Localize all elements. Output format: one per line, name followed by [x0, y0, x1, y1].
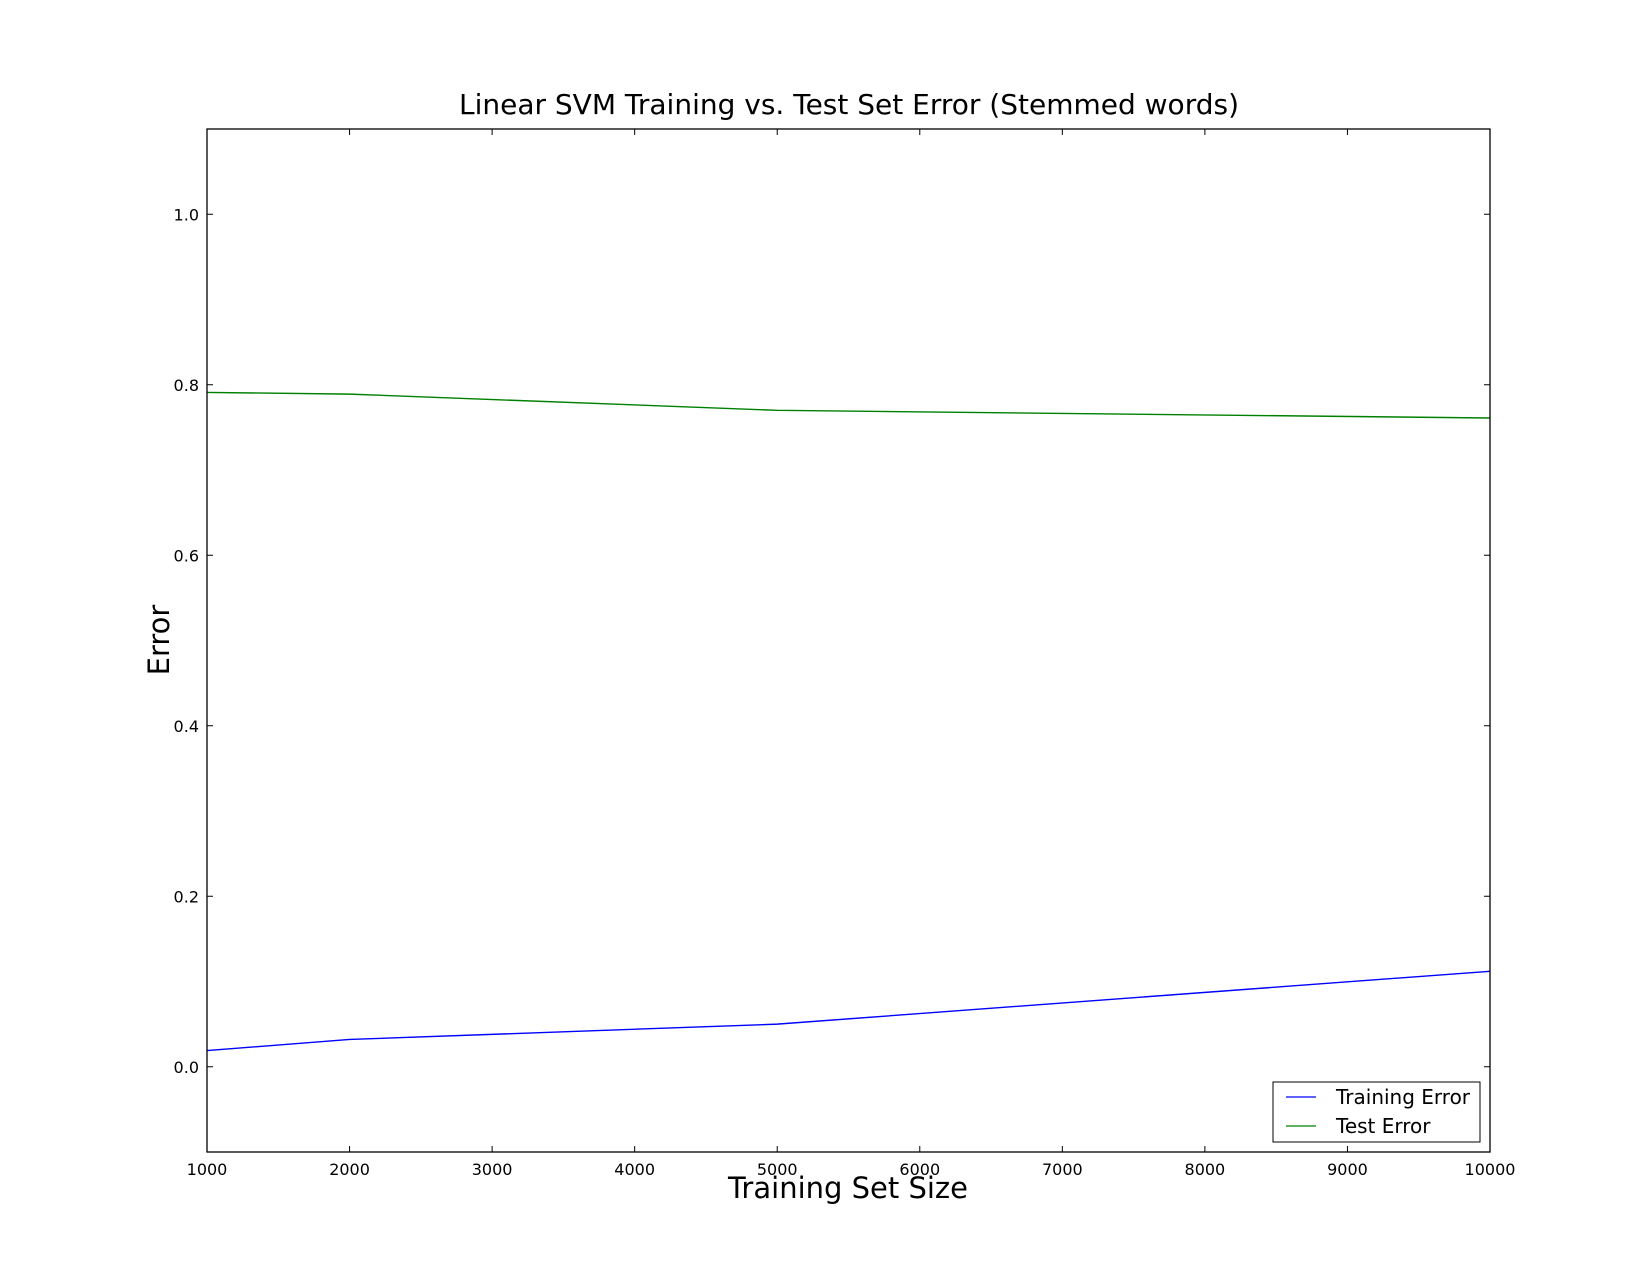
legend-box	[1272, 1081, 1481, 1143]
y-tick-label: 1.0	[174, 205, 199, 224]
series-line-training-error	[206, 970, 1491, 1052]
x-tick-label: 4000	[614, 1160, 655, 1179]
x-tick-label: 8000	[1185, 1160, 1226, 1179]
legend: Training Error Test Error	[1272, 1081, 1481, 1143]
y-tick-label: 0.2	[174, 887, 199, 906]
x-tick-label: 6000	[899, 1160, 940, 1179]
legend-label-test-error: Test Error	[1335, 1114, 1431, 1138]
plot-frame	[206, 128, 1491, 1153]
series-line-test-error	[206, 391, 1491, 419]
x-tick-label: 2000	[329, 1160, 370, 1179]
y-tick-label: 0.8	[174, 376, 199, 395]
series-layer	[206, 391, 1491, 1052]
y-tick-label: 0.6	[174, 546, 199, 565]
chart-title: Linear SVM Training vs. Test Set Error (…	[459, 88, 1239, 121]
x-tick-label: 1000	[187, 1160, 228, 1179]
y-tick-label: 0.0	[174, 1058, 199, 1077]
x-tick-label: 5000	[757, 1160, 798, 1179]
x-tick-label: 7000	[1042, 1160, 1083, 1179]
legend-label-training-error: Training Error	[1335, 1085, 1471, 1109]
x-tick-label: 10000	[1465, 1160, 1516, 1179]
x-tick-label: 3000	[472, 1160, 513, 1179]
axis-ticks: 1000 2000 3000 4000 5000 6000 7000 8000 9000 1000…	[174, 129, 1516, 1179]
y-tick-label: 0.4	[174, 717, 199, 736]
y-axis-label: Error	[142, 605, 176, 676]
x-tick-label: 9000	[1327, 1160, 1368, 1179]
x-axis-label: Training Set Size	[727, 1171, 968, 1205]
